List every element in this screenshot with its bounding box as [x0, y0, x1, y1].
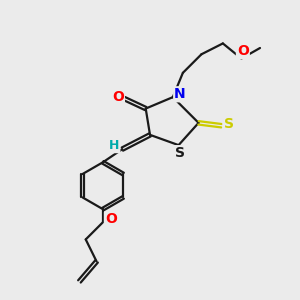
- Text: N: N: [174, 87, 186, 101]
- Text: O: O: [237, 44, 249, 58]
- Text: O: O: [112, 90, 124, 104]
- Text: H: H: [109, 139, 119, 152]
- Text: O: O: [105, 212, 117, 226]
- Text: S: S: [224, 117, 234, 131]
- Text: S: S: [175, 146, 185, 160]
